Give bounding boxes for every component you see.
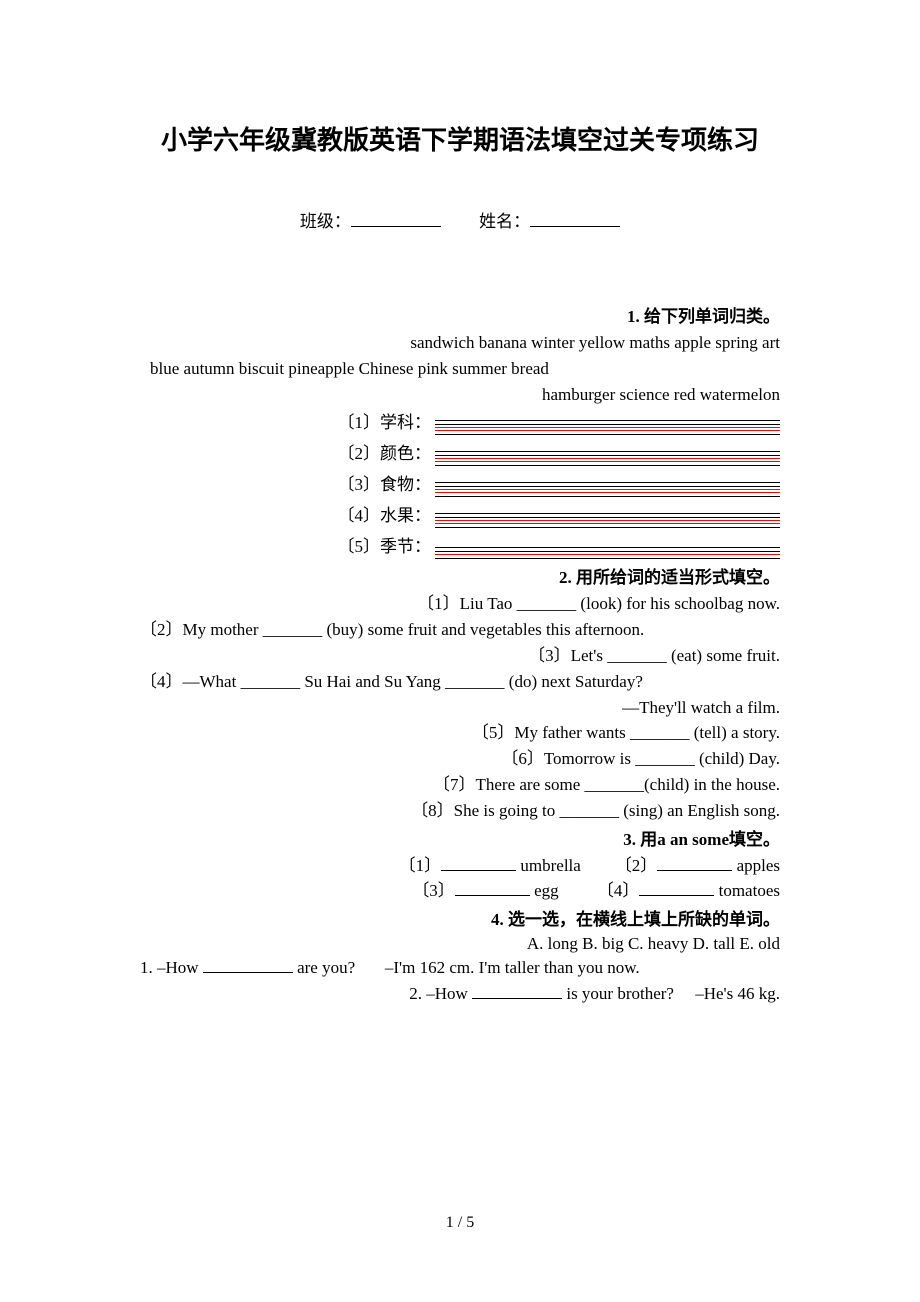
- q3-blank: [455, 895, 530, 896]
- q4-i2-mid: is your brother?: [562, 984, 674, 1003]
- q2-item-8: 〔8〕She is going to _______ (sing) an Eng…: [140, 799, 780, 823]
- q1-cat5-label: 〔5〕季节：: [338, 532, 432, 559]
- q2-item-4b: —They'll watch a film.: [140, 696, 780, 720]
- q3-row-2: 〔3〕 egg 〔4〕 tomatoes: [140, 879, 780, 903]
- q1-words-1: sandwich banana winter yellow maths appl…: [140, 331, 780, 355]
- q1-cat-1: 〔1〕学科：: [140, 408, 780, 435]
- q1-cat-5: 〔5〕季节：: [140, 532, 780, 559]
- q4-item-1: 1. –How are you? –I'm 162 cm. I'm taller…: [140, 956, 780, 980]
- page-title: 小学六年级冀教版英语下学期语法填空过关专项练习: [140, 120, 780, 157]
- q1-cat2-label: 〔2〕颜色：: [338, 439, 432, 466]
- student-info-row: 班级： 姓名：: [140, 207, 780, 232]
- q3-i2-post: apples: [732, 856, 780, 875]
- q2-item-4: 〔4〕—What _______ Su Hai and Su Yang ____…: [140, 670, 780, 694]
- answer-lines: [435, 448, 780, 466]
- q2-item-2: 〔2〕My mother _______ (buy) some fruit an…: [140, 618, 780, 642]
- q2-item-7: 〔7〕There are some _______(child) in the …: [140, 773, 780, 797]
- q3-i3-pre: 〔3〕: [412, 881, 455, 900]
- q3-i4-post: tomatoes: [714, 881, 780, 900]
- q3-i3-post: egg: [530, 881, 559, 900]
- q4-item-2: 2. –How is your brother? –He's 46 kg.: [140, 982, 780, 1006]
- q3-row-1: 〔1〕 umbrella 〔2〕 apples: [140, 854, 780, 878]
- q3-blank: [639, 895, 714, 896]
- q4-i1-pre: 1. –How: [140, 958, 203, 977]
- q2-item-6: 〔6〕Tomorrow is _______ (child) Day.: [140, 747, 780, 771]
- q4-blank: [203, 972, 293, 973]
- q3-blank: [441, 870, 516, 871]
- answer-lines: [435, 544, 780, 559]
- class-blank: [351, 226, 441, 227]
- q4-i1-mid: are you?: [293, 958, 355, 977]
- q3-title: 3. 用a an some填空。: [140, 825, 780, 850]
- q3-i4-pre: 〔4〕: [597, 881, 640, 900]
- q2-item-1: 〔1〕Liu Tao _______ (look) for his school…: [140, 592, 780, 616]
- q4-choices: A. long B. big C. heavy D. tall E. old: [140, 934, 780, 954]
- answer-lines: [435, 417, 780, 435]
- answer-lines: [435, 510, 780, 528]
- page-footer: 1 / 5: [0, 1214, 920, 1232]
- q3-i1-pre: 〔1〕: [399, 856, 442, 875]
- q1-cat3-label: 〔3〕食物：: [338, 470, 432, 497]
- q4-title: 4. 选一选，在横线上填上所缺的单词。: [140, 905, 780, 930]
- q1-cat-2: 〔2〕颜色：: [140, 439, 780, 466]
- q1-words-2: blue autumn biscuit pineapple Chinese pi…: [140, 357, 780, 381]
- name-label: 姓名：: [479, 212, 530, 231]
- q1-cat4-label: 〔4〕水果：: [338, 501, 432, 528]
- class-label: 班级：: [300, 212, 351, 231]
- q4-i2-pre: 2. –How: [409, 984, 472, 1003]
- q1-cat-3: 〔3〕食物：: [140, 470, 780, 497]
- q4-i1-post: –I'm 162 cm. I'm taller than you now.: [385, 958, 640, 977]
- q4-i2-post: –He's 46 kg.: [695, 984, 780, 1003]
- q2-title: 2. 用所给词的适当形式填空。: [140, 563, 780, 588]
- q3-i1-post: umbrella: [516, 856, 581, 875]
- q2-item-5: 〔5〕My father wants _______ (tell) a stor…: [140, 721, 780, 745]
- q1-cat1-label: 〔1〕学科：: [338, 408, 432, 435]
- name-blank: [530, 226, 620, 227]
- q1-title: 1. 给下列单词归类。: [140, 302, 780, 327]
- q2-item-3: 〔3〕Let's _______ (eat) some fruit.: [140, 644, 780, 668]
- q1-cat-4: 〔4〕水果：: [140, 501, 780, 528]
- q4-blank: [472, 998, 562, 999]
- answer-lines: [435, 479, 780, 497]
- q3-i2-pre: 〔2〕: [615, 856, 658, 875]
- q3-blank: [657, 870, 732, 871]
- q1-words-3: hamburger science red watermelon: [140, 383, 780, 407]
